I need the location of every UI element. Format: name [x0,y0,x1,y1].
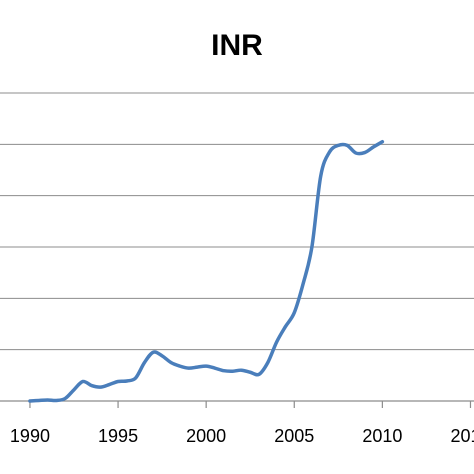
series-line [28,140,385,403]
x-axis-ticks [29,401,472,408]
x-tick-label-5: 2015 [450,426,474,446]
chart-title: INR [211,29,263,62]
y-gridlines [0,92,474,351]
x-tick-label-3: 2005 [274,426,314,446]
x-tick-label-4: 2010 [362,426,402,446]
x-axis-tick-labels: 1990 1995 2000 2005 2010 2015 [10,426,474,446]
x-tick-label-1: 1995 [98,426,138,446]
x-tick-label-2: 2000 [186,426,226,446]
x-tick-label-0: 1990 [10,426,50,446]
